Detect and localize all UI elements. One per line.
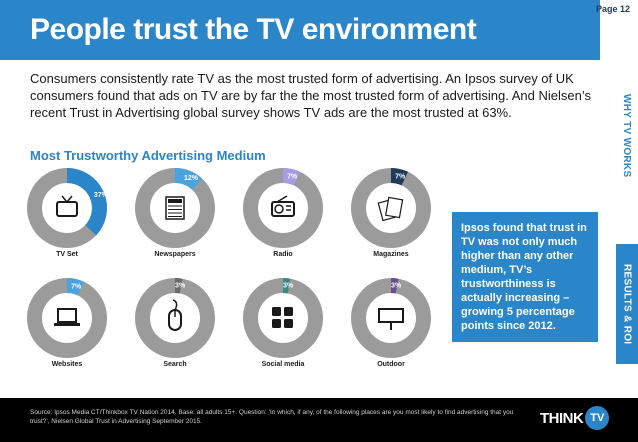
intro-paragraph: Consumers consistently rate TV as the mo…	[30, 71, 591, 120]
donut-percent-label: 37%	[94, 192, 109, 199]
billboard-icon	[378, 308, 404, 330]
donut-radio: 7% Radio	[243, 168, 323, 258]
donut-slice	[174, 278, 183, 294]
mouse-icon	[168, 299, 182, 331]
donut-newspapers: 12% Newspapers	[135, 168, 215, 258]
side-tab-why-tv-works[interactable]: WHY TV WORKS	[621, 94, 632, 178]
donut-slice	[282, 168, 301, 186]
donut-percent-label: 12%	[184, 175, 199, 182]
donut-percent-label: 3%	[175, 283, 186, 290]
magazines-icon	[377, 196, 404, 222]
newspaper-icon	[165, 196, 185, 220]
donut-hole	[151, 294, 199, 342]
laptop-icon	[54, 308, 80, 326]
callout-box: Ipsos found that trust in TV was not onl…	[452, 212, 598, 342]
donut-tv-set: 37% TV Set	[27, 168, 109, 258]
tv-icon	[56, 195, 78, 217]
donut-hole	[259, 294, 307, 342]
donut-percent-label: 3%	[391, 283, 402, 290]
donut-outdoor: 3% Outdoor	[351, 278, 431, 368]
donut-search: 3% Search	[135, 278, 215, 368]
donut-category-label: Search	[163, 361, 186, 368]
donut-category-label: Websites	[52, 361, 83, 368]
donut-slice	[66, 278, 85, 296]
donut-category-label: Newspapers	[154, 251, 195, 258]
donut-percent-label: 3%	[283, 283, 294, 290]
donut-social-media: 3% Social media	[243, 278, 323, 368]
donut-magazines: 7% Magazines	[351, 168, 431, 258]
side-tab-results-roi[interactable]: RESULTS & ROI	[616, 244, 638, 364]
donut-percent-label: 7%	[287, 173, 298, 180]
donut-hole	[43, 294, 91, 342]
logo-think-text: THINK	[540, 409, 584, 427]
donut-category-label: Social media	[262, 361, 305, 368]
donut-percent-label: 7%	[395, 173, 406, 180]
donut-category-label: TV Set	[56, 251, 78, 258]
donut-websites: 7% Websites	[27, 278, 107, 368]
page-title: People trust the TV environment	[30, 13, 477, 46]
donut-category-label: Outdoor	[377, 361, 405, 368]
thinktv-logo[interactable]: THINK TV	[540, 404, 610, 432]
source-note: Source: Ipsos Media CT/Thinkbox TV Natio…	[30, 409, 514, 425]
logo-tv-circle: TV	[585, 406, 610, 430]
header-bar: People trust the TV environment	[0, 0, 600, 60]
donut-category-label: Radio	[273, 251, 292, 258]
donut-slice	[66, 168, 107, 236]
page-number: Page 12	[595, 4, 630, 14]
radio-icon	[271, 195, 295, 217]
donut-slice	[390, 168, 409, 186]
donut-slice	[390, 278, 399, 294]
donut-slice	[282, 278, 291, 294]
donut-category-label: Magazines	[373, 251, 409, 258]
donut-percent-label: 7%	[71, 283, 82, 290]
footer-bar	[0, 398, 638, 442]
social-icon	[272, 307, 293, 328]
donut-hole	[43, 184, 91, 232]
chart-title: Most Trustworthy Advertising Medium	[30, 148, 266, 163]
donut-slice	[174, 168, 203, 191]
